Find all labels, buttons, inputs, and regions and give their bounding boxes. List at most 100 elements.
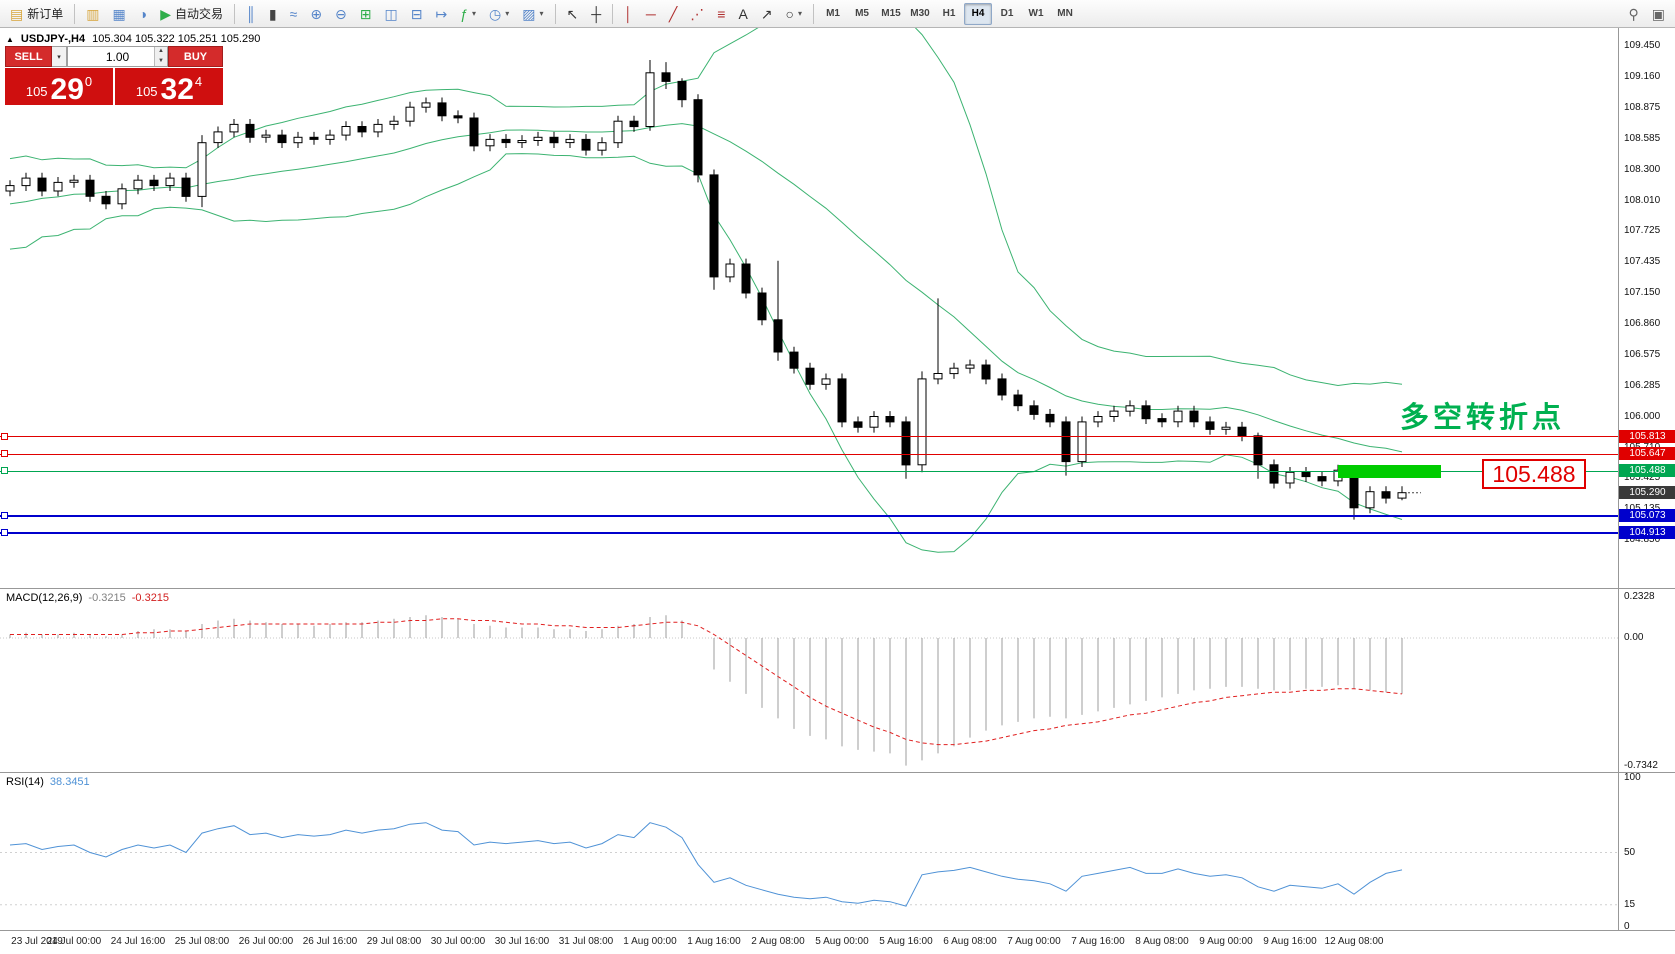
search-button[interactable]: ⚲ [1623, 2, 1645, 26]
pane-separator[interactable] [0, 588, 1675, 589]
timeframe-mn[interactable]: MN [1057, 8, 1073, 19]
timeframe-m15[interactable]: M15 [881, 8, 901, 19]
volume-dropdown-button[interactable]: ▾ [52, 46, 67, 67]
volume-input[interactable]: 1.00 ▲ ▼ [67, 46, 168, 67]
candle [389, 115, 399, 130]
zoom-in-button[interactable]: ⊕ [304, 2, 328, 26]
candle [149, 174, 159, 191]
market-watch-button[interactable]: ◑ [133, 2, 153, 26]
help-button[interactable]: ▣ [1646, 2, 1671, 26]
candle [1013, 389, 1023, 412]
arrows-button[interactable]: ↗ [755, 2, 779, 26]
rsi-label: RSI(14) [6, 776, 44, 788]
price-tick-label: 107.725 [1624, 225, 1661, 237]
templates-button[interactable]: ▨ ▾ [516, 2, 549, 26]
chevron-down-icon: ▾ [472, 9, 477, 18]
market-watch-icon: ◑ [138, 5, 148, 22]
timeframe-m30[interactable]: M30 [910, 8, 930, 19]
candlestick-chart-icon: ▮ [268, 5, 277, 22]
date-label: 30 Jul 00:00 [430, 936, 486, 947]
line-anchor-marker [1, 450, 8, 458]
auto-scroll-button[interactable]: ↦ [429, 2, 453, 26]
highlight-zone[interactable] [1338, 465, 1441, 478]
auto-trading-button[interactable]: ▶ 自动交易 [160, 5, 223, 22]
time-axis[interactable]: 23 Jul 2019 24 Jul 00:00 24 Jul 16:00 25 Ju… [0, 931, 1675, 954]
cascade-windows-button[interactable]: ⊟ [405, 2, 429, 26]
candle [117, 183, 127, 210]
vertical-line-button[interactable]: │ [618, 2, 639, 26]
trendline-icon: ╱ [668, 5, 678, 22]
candle [1269, 459, 1279, 489]
date-label: 23 Jul 2019 [11, 936, 63, 947]
toolbar-separator [612, 3, 614, 24]
new-chart-button[interactable]: ▦ [106, 2, 131, 26]
candle [1205, 416, 1215, 435]
text-label-button[interactable]: A [732, 2, 753, 26]
timeframe-h4[interactable]: H4 [964, 2, 993, 25]
date-label: 24 Jul 00:00 [46, 936, 102, 947]
bar-chart-button[interactable]: ║ [240, 2, 262, 26]
timeframe-d1[interactable]: D1 [1000, 8, 1014, 19]
grid-button[interactable]: ⊞ [354, 2, 378, 26]
sell-button[interactable]: SELL [5, 46, 52, 67]
candle [677, 78, 687, 108]
horizontal-line-104.913[interactable] [0, 532, 1618, 535]
candle [645, 60, 655, 131]
rsi-pane[interactable]: RSI(14) 38.3451 [0, 773, 1618, 930]
candlestick-chart-button[interactable]: ▮ [263, 2, 283, 26]
cursor-button[interactable]: ↖ [561, 2, 585, 26]
equidistant-channel-button[interactable]: ⋰ [684, 2, 710, 26]
crosshair-icon: ┼ [591, 5, 602, 22]
price-tick-label: 106.285 [1624, 379, 1661, 391]
timeframe-m5[interactable]: M5 [855, 8, 869, 19]
main-chart-pane[interactable]: ▲ USDJPY-,H4 105.304 105.322 105.251 105… [0, 28, 1618, 588]
price-tick-label: 105.710 [1619, 442, 1675, 454]
candle [549, 131, 559, 148]
horizontal-line-button[interactable]: ─ [640, 2, 662, 26]
fibonacci-button[interactable]: ≡ [711, 2, 731, 26]
horizontal-line-105.647[interactable] [0, 453, 1618, 455]
periods-button[interactable]: ◷ ▾ [483, 2, 515, 26]
timeframe-h1[interactable]: H1 [942, 8, 956, 19]
sell-price-panel[interactable]: 105 29 0 [5, 68, 113, 105]
macd-signal-line [10, 618, 1403, 746]
rsi-canvas[interactable] [0, 773, 1618, 930]
trendline-button[interactable]: ╱ [663, 2, 683, 26]
indicators-button[interactable]: ƒ ▾ [454, 2, 482, 26]
candle [613, 115, 623, 148]
macd-histogram [9, 615, 1403, 766]
candle [1397, 486, 1407, 501]
macd-pane[interactable]: MACD(12,26,9) -0.3215 -0.3215 [0, 589, 1618, 772]
pane-separator[interactable] [0, 772, 1675, 773]
timeframe-m1[interactable]: M1 [826, 8, 840, 19]
macd-canvas[interactable] [0, 589, 1618, 772]
buy-price-panel[interactable]: 105 32 4 [115, 68, 223, 105]
macd-tick-label: 0.00 [1624, 632, 1644, 643]
shapes-button[interactable]: ○ ▾ [780, 2, 808, 26]
annotation-text: 多空转折点 [1400, 402, 1566, 434]
price-chart-canvas[interactable] [0, 28, 1618, 588]
profiles-button[interactable]: ▥ [80, 2, 105, 26]
timeframe-w1[interactable]: W1 [1028, 8, 1044, 19]
buy-button[interactable]: BUY [168, 46, 223, 67]
candle [245, 119, 255, 143]
new-order-button[interactable]: ▤ 新订单 [10, 5, 64, 22]
volume-up-button[interactable]: ▲ [155, 47, 167, 57]
zoom-out-button[interactable]: ⊖ [329, 2, 353, 26]
price-axis[interactable]: 109.450 109.160 108.875 108.585 108.300 108.0… [1618, 28, 1675, 932]
crosshair-button[interactable]: ┼ [585, 2, 607, 26]
line-chart-button[interactable]: ≈ [284, 2, 304, 26]
price-tick-label: 106.575 [1624, 348, 1661, 360]
tile-windows-button[interactable]: ◫ [379, 2, 404, 26]
date-label: 12 Aug 08:00 [1324, 936, 1384, 947]
buy-price-pipette: 4 [194, 74, 203, 89]
candle [69, 174, 79, 188]
candle [917, 371, 927, 473]
horizontal-line-105.488[interactable] [0, 470, 1618, 472]
horizontal-line-105.813[interactable] [0, 436, 1618, 438]
rsi-legend: RSI(14) 38.3451 [6, 776, 90, 788]
volume-down-button[interactable]: ▼ [155, 56, 167, 66]
horizontal-line-105.073[interactable] [0, 515, 1618, 518]
candle [1173, 405, 1183, 428]
candle [933, 298, 943, 385]
